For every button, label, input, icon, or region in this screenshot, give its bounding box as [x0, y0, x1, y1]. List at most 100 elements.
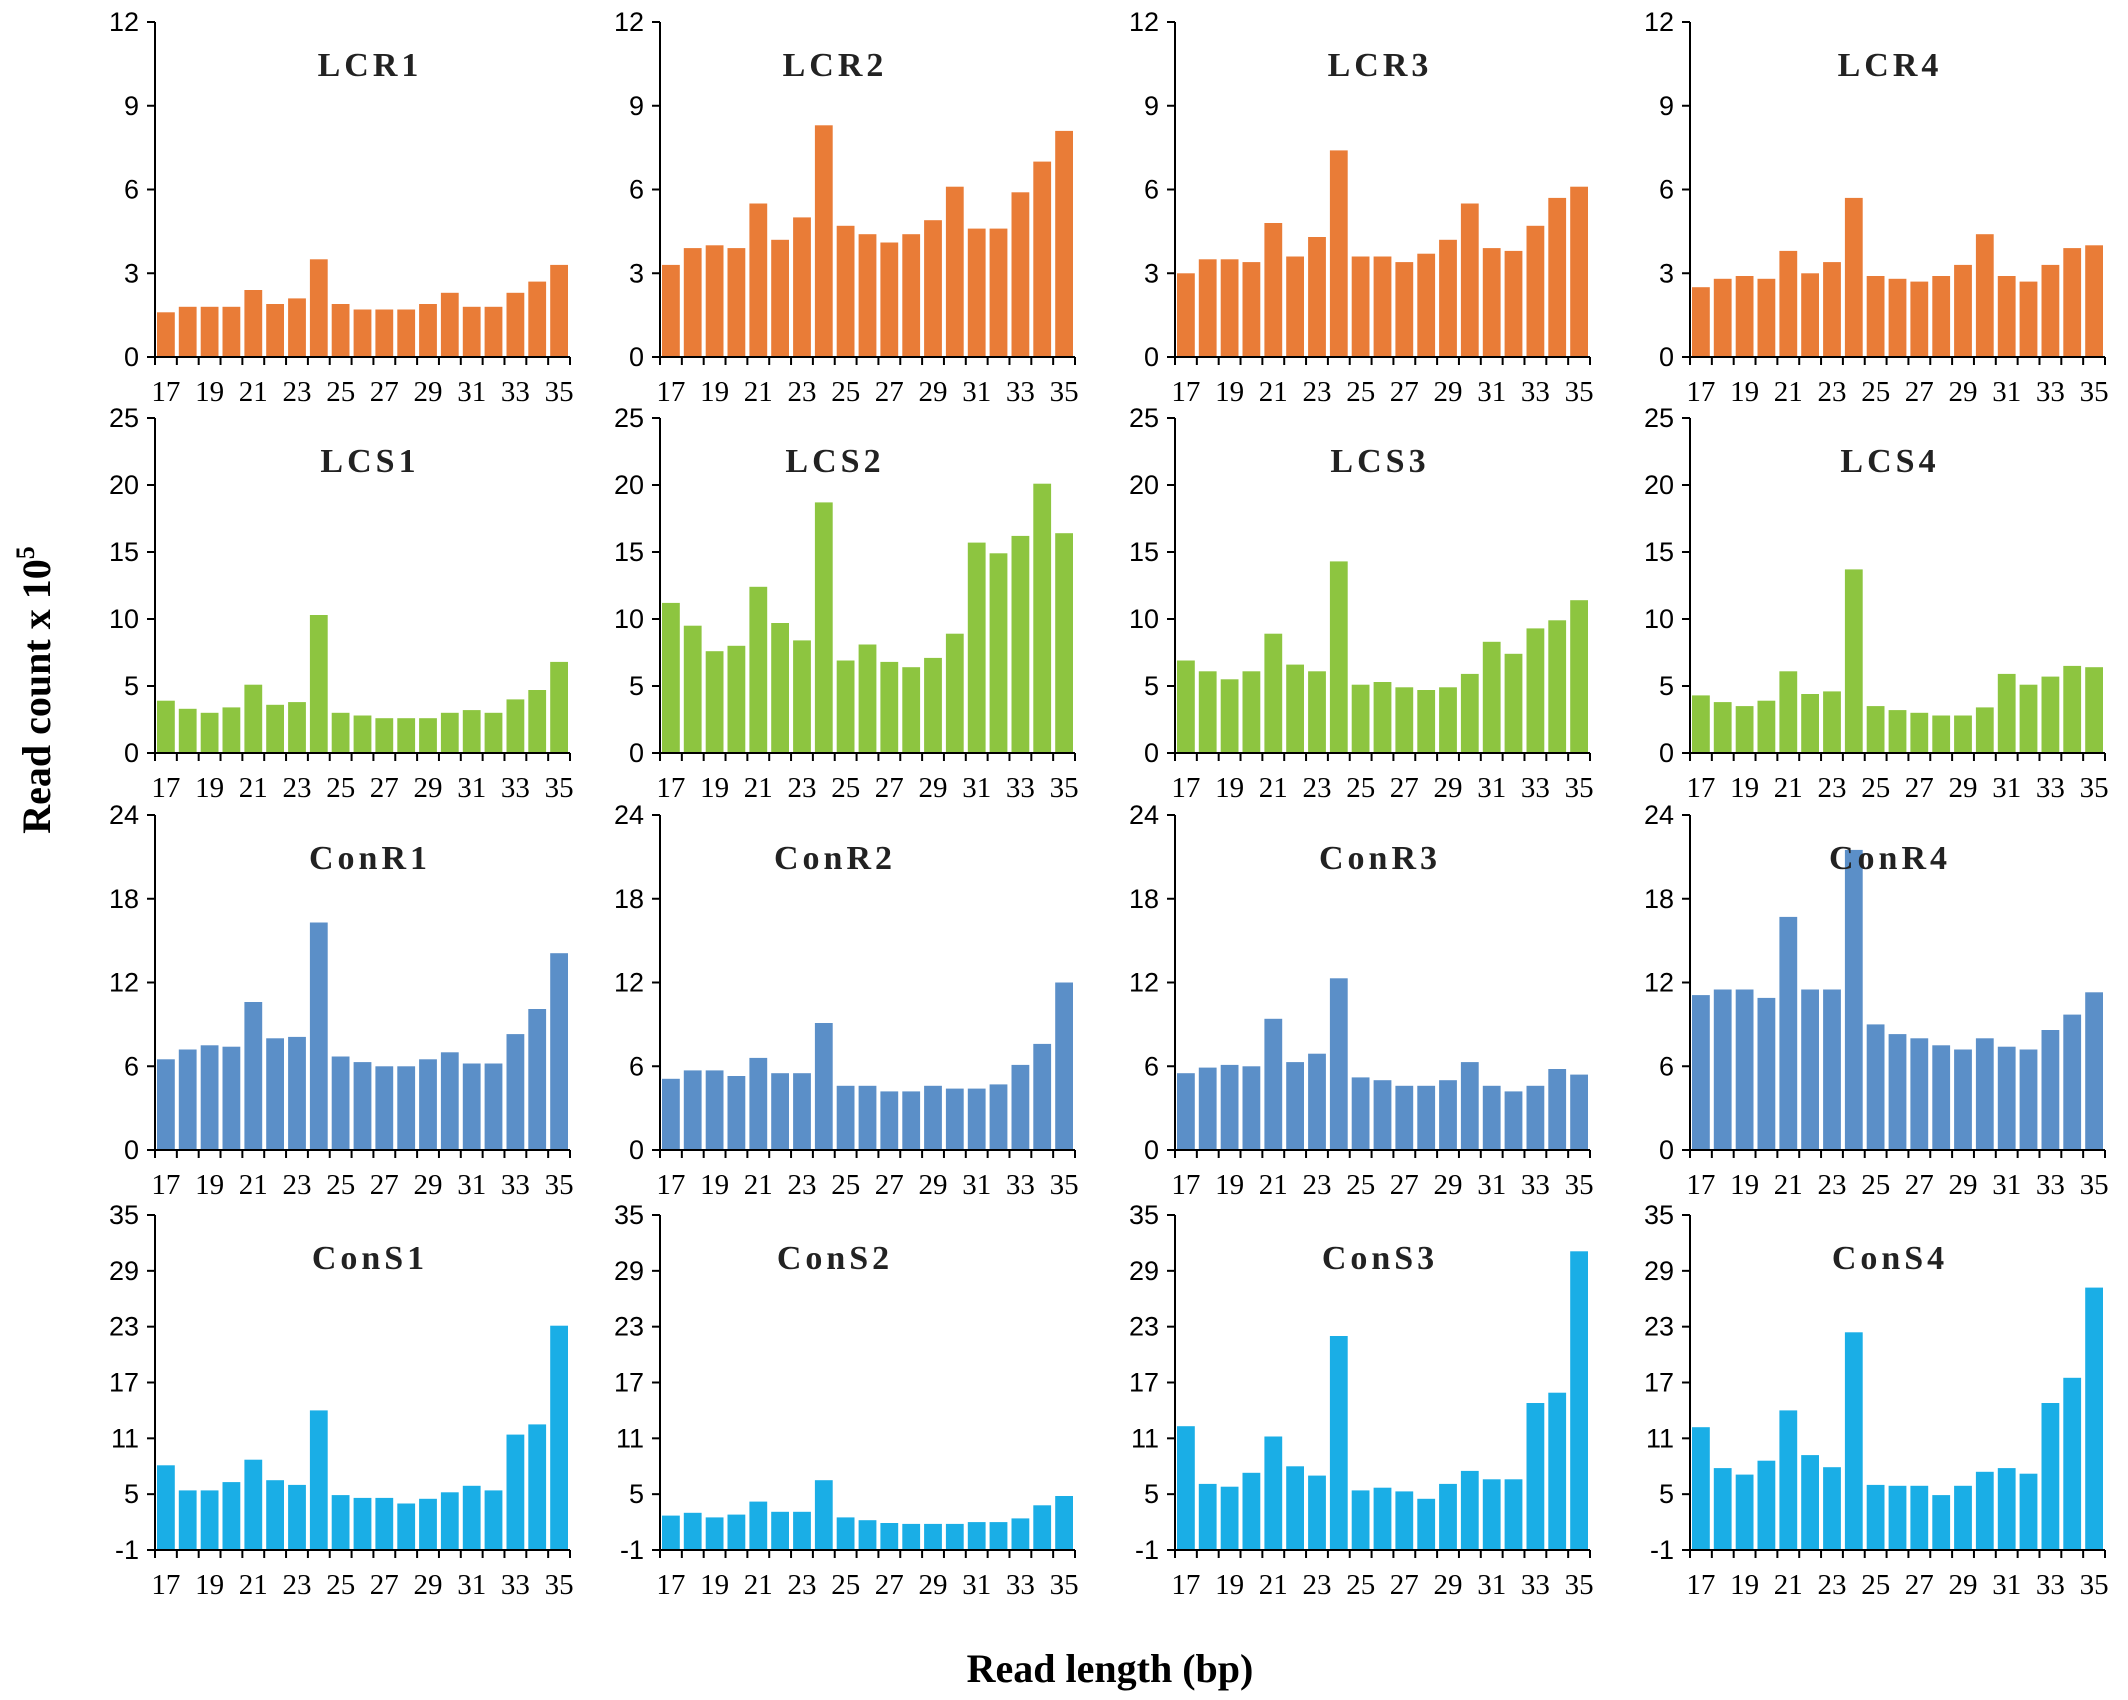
y-tick-label: 5 [1659, 1479, 1674, 1509]
bar-conr3-24 [1329, 978, 1348, 1150]
y-tick-label: 17 [614, 1368, 644, 1398]
bar-lcs4-30 [1975, 707, 1994, 753]
x-tick-label: 31 [457, 1569, 486, 1601]
bar-lcs4-22 [1801, 694, 1819, 753]
bar-lcr4-27 [1910, 281, 1929, 357]
x-tick-label: 29 [1434, 1169, 1463, 1201]
bar-lcs2-17 [662, 602, 680, 753]
bar-lcr2-28 [902, 234, 921, 357]
panel-title: ConR3 [1319, 840, 1441, 877]
x-tick-label: 25 [1861, 1569, 1890, 1601]
bar-cons1-34 [528, 1424, 547, 1550]
bar-lcr4-21 [1779, 250, 1798, 357]
bar-lcs1-35 [550, 661, 568, 753]
bar-conr4-25 [1866, 1024, 1885, 1150]
y-tick-label: 29 [1644, 1256, 1674, 1286]
bar-lcr1-19 [200, 306, 219, 358]
x-tick-label: 29 [414, 1569, 443, 1601]
bar-conr3-20 [1242, 1066, 1261, 1151]
bar-conr4-23 [1823, 989, 1841, 1150]
bar-cons1-31 [462, 1485, 481, 1550]
y-tick-label: 5 [1144, 1479, 1159, 1509]
x-tick-label: 35 [545, 772, 574, 804]
y-tick-label: 12 [1129, 7, 1159, 37]
x-tick-label: 31 [457, 1169, 486, 1201]
bar-lcr1-22 [266, 304, 284, 357]
bar-conr3-35 [1570, 1074, 1588, 1150]
y-tick-label: 11 [616, 1423, 644, 1453]
bar-conr2-19 [705, 1070, 724, 1150]
y-tick-label: 23 [1129, 1312, 1159, 1342]
bar-conr4-26 [1888, 1034, 1907, 1150]
y-tick-label: 6 [1144, 1051, 1159, 1081]
x-tick-label: 21 [1259, 1569, 1288, 1601]
bar-lcs3-17 [1177, 660, 1195, 753]
x-tick-label: 33 [501, 1169, 530, 1201]
bar-lcr1-27 [375, 309, 394, 357]
y-tick-label: 29 [614, 1256, 644, 1286]
bar-lcr3-20 [1242, 262, 1261, 357]
x-tick-label: 21 [744, 1169, 773, 1201]
bar-lcs1-30 [440, 712, 459, 753]
bar-cons1-26 [353, 1497, 372, 1550]
bar-lcs4-31 [1997, 673, 2016, 753]
y-tick-label: 24 [109, 800, 139, 830]
bar-lcr1-34 [528, 281, 547, 357]
bar-cons4-28 [1932, 1495, 1951, 1550]
x-tick-label: 17 [1171, 376, 1200, 408]
bar-lcs4-18 [1713, 702, 1732, 753]
x-tick-label: 29 [1434, 1569, 1463, 1601]
x-tick-label: 19 [1730, 376, 1759, 408]
bar-cons2-31 [967, 1522, 986, 1550]
x-tick-label: 21 [1774, 772, 1803, 804]
bar-cons2-33 [1011, 1518, 1030, 1550]
bar-conr1-29 [419, 1059, 437, 1150]
x-tick-label: 31 [1992, 772, 2021, 804]
bar-cons4-23 [1823, 1467, 1841, 1550]
panel-lcr4: 0 3 6 9 12 17 19 21 23 25 27 29 31 33 35 LCR4 [1644, 7, 2109, 408]
bar-conr3-25 [1351, 1077, 1370, 1150]
bar-conr1-18 [178, 1049, 197, 1150]
x-tick-label: 29 [414, 376, 443, 408]
bar-cons3-30 [1460, 1470, 1479, 1550]
bar-lcs4-35 [2085, 667, 2103, 753]
x-tick-label: 27 [1390, 772, 1419, 804]
bar-lcs4-32 [2019, 684, 2038, 753]
bar-cons4-30 [1975, 1471, 1994, 1550]
x-tick-label: 25 [831, 772, 860, 804]
bar-cons2-18 [683, 1512, 702, 1550]
x-tick-label: 21 [1259, 772, 1288, 804]
y-tick-label: 0 [1659, 738, 1674, 768]
bar-cons3-21 [1264, 1436, 1283, 1550]
y-tick-label: 11 [1646, 1423, 1674, 1453]
y-tick-label: 5 [124, 1479, 139, 1509]
x-tick-label: 21 [744, 376, 773, 408]
x-tick-label: 31 [962, 1569, 991, 1601]
panel-cons3: -1 5 11 17 23 29 35 17 19 21 23 25 27 29 31 33 35 ConS3 [1129, 1200, 1594, 1601]
bar-lcr3-17 [1177, 273, 1195, 358]
y-tick-label: 18 [1644, 884, 1674, 914]
y-tick-label: 3 [1144, 258, 1159, 288]
panel-lcs2: 0 5 10 15 20 25 17 19 21 23 25 27 29 31 33 35 LCS2 [614, 403, 1079, 804]
bar-lcr4-32 [2019, 281, 2038, 357]
x-tick-label: 25 [1346, 772, 1375, 804]
x-tick-label: 23 [1818, 1169, 1847, 1201]
bar-lcr1-17 [157, 312, 175, 357]
bar-cons3-25 [1351, 1490, 1370, 1550]
bar-cons1-25 [331, 1495, 350, 1550]
bar-lcs2-27 [880, 661, 899, 753]
bar-lcr1-23 [288, 298, 306, 357]
x-tick-label: 19 [1215, 1169, 1244, 1201]
bar-lcr2-19 [705, 245, 724, 357]
bar-lcr2-21 [749, 203, 768, 357]
bar-lcr4-24 [1844, 197, 1863, 357]
x-tick-label: 17 [1686, 772, 1715, 804]
bar-conr2-33 [1011, 1064, 1030, 1150]
x-tick-label: 29 [1949, 1569, 1978, 1601]
bar-lcr3-22 [1286, 256, 1304, 357]
x-tick-label: 35 [1050, 376, 1079, 408]
y-tick-label: 3 [629, 258, 644, 288]
x-tick-label: 27 [1905, 1169, 1934, 1201]
x-tick-label: 25 [831, 1569, 860, 1601]
bar-cons3-28 [1417, 1498, 1436, 1550]
